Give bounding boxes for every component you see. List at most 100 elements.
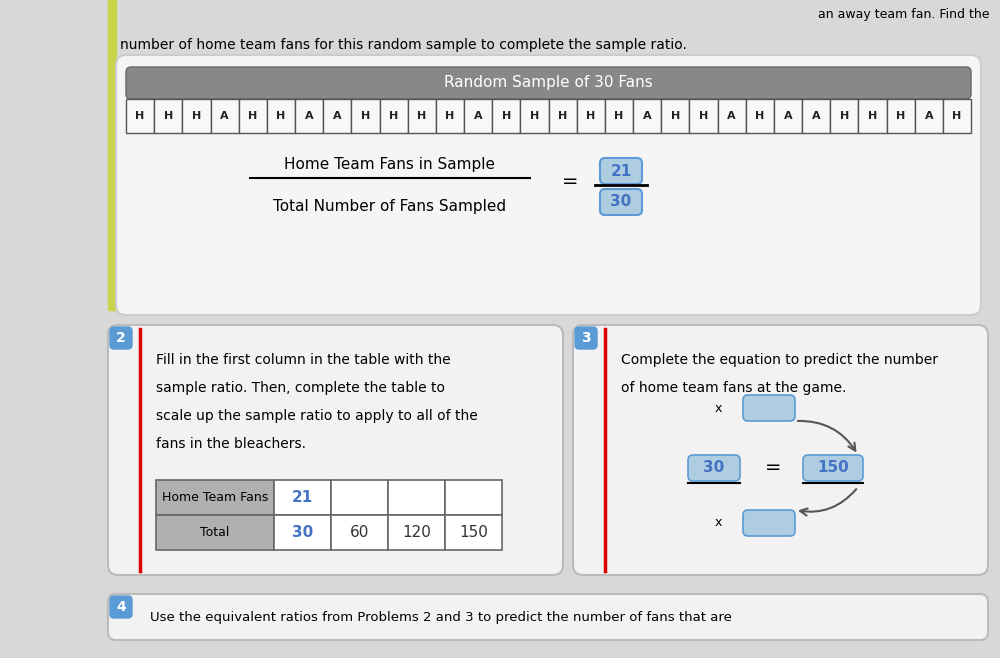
- Bar: [858, 99, 887, 133]
- Bar: [380, 99, 408, 133]
- Bar: [388, 515, 445, 550]
- Bar: [887, 99, 915, 133]
- Text: x: x: [714, 401, 722, 415]
- Bar: [436, 99, 464, 133]
- Bar: [633, 99, 661, 133]
- Text: H: H: [840, 111, 849, 121]
- FancyBboxPatch shape: [575, 327, 597, 349]
- FancyBboxPatch shape: [803, 455, 863, 481]
- Text: x: x: [714, 517, 722, 530]
- Text: 120: 120: [402, 525, 431, 540]
- Text: H: H: [276, 111, 286, 121]
- Bar: [108, 0, 116, 310]
- Text: Complete the equation to predict the number: Complete the equation to predict the num…: [621, 353, 938, 367]
- Text: A: A: [305, 111, 313, 121]
- FancyBboxPatch shape: [116, 55, 981, 315]
- Text: 30: 30: [292, 525, 313, 540]
- Bar: [464, 99, 492, 133]
- Bar: [605, 99, 633, 133]
- Text: =: =: [562, 172, 578, 191]
- Text: H: H: [614, 111, 624, 121]
- Text: H: H: [445, 111, 455, 121]
- Text: H: H: [671, 111, 680, 121]
- FancyBboxPatch shape: [110, 596, 132, 618]
- Text: 30: 30: [703, 461, 725, 476]
- Text: H: H: [755, 111, 764, 121]
- Text: of home team fans at the game.: of home team fans at the game.: [621, 381, 846, 395]
- Text: H: H: [361, 111, 370, 121]
- FancyBboxPatch shape: [573, 325, 988, 575]
- Text: H: H: [558, 111, 567, 121]
- Text: Random Sample of 30 Fans: Random Sample of 30 Fans: [444, 76, 653, 91]
- Text: 150: 150: [459, 525, 488, 540]
- Text: H: H: [586, 111, 595, 121]
- Bar: [577, 99, 605, 133]
- FancyBboxPatch shape: [108, 325, 563, 575]
- Text: H: H: [502, 111, 511, 121]
- Text: Home Team Fans in Sample: Home Team Fans in Sample: [285, 157, 496, 172]
- Bar: [210, 99, 239, 133]
- Text: H: H: [135, 111, 145, 121]
- Text: H: H: [868, 111, 877, 121]
- Bar: [445, 515, 502, 550]
- Bar: [689, 99, 718, 133]
- Bar: [548, 99, 577, 133]
- Text: H: H: [389, 111, 398, 121]
- Text: A: A: [924, 111, 933, 121]
- Text: H: H: [248, 111, 257, 121]
- Text: A: A: [727, 111, 736, 121]
- FancyArrowPatch shape: [798, 421, 855, 451]
- Text: Fill in the first column in the table with the: Fill in the first column in the table wi…: [156, 353, 451, 367]
- Text: 60: 60: [350, 525, 369, 540]
- Text: Use the equivalent ratios from Problems 2 and 3 to predict the number of fans th: Use the equivalent ratios from Problems …: [150, 611, 732, 624]
- FancyBboxPatch shape: [110, 327, 132, 349]
- Bar: [323, 99, 351, 133]
- Text: 30: 30: [610, 195, 632, 209]
- Bar: [802, 99, 830, 133]
- Text: A: A: [784, 111, 792, 121]
- Bar: [331, 480, 388, 515]
- Text: Total Number of Fans Sampled: Total Number of Fans Sampled: [273, 199, 507, 215]
- FancyBboxPatch shape: [600, 158, 642, 184]
- Bar: [830, 99, 858, 133]
- Text: 150: 150: [817, 461, 849, 476]
- Bar: [915, 99, 943, 133]
- Text: scale up the sample ratio to apply to all of the: scale up the sample ratio to apply to al…: [156, 409, 478, 423]
- Bar: [746, 99, 774, 133]
- Text: an away team fan. Find the: an away team fan. Find the: [818, 8, 990, 21]
- FancyBboxPatch shape: [156, 480, 274, 515]
- Text: H: H: [699, 111, 708, 121]
- Text: 2: 2: [116, 331, 126, 345]
- FancyBboxPatch shape: [688, 455, 740, 481]
- FancyBboxPatch shape: [600, 189, 642, 215]
- Bar: [661, 99, 689, 133]
- Bar: [182, 99, 210, 133]
- Text: H: H: [896, 111, 905, 121]
- Bar: [267, 99, 295, 133]
- FancyBboxPatch shape: [156, 515, 274, 550]
- Text: H: H: [164, 111, 173, 121]
- Text: 21: 21: [610, 163, 632, 178]
- Text: H: H: [192, 111, 201, 121]
- Text: Total: Total: [200, 526, 230, 539]
- Text: 21: 21: [292, 490, 313, 505]
- Bar: [239, 99, 267, 133]
- FancyArrowPatch shape: [800, 489, 856, 516]
- Text: 3: 3: [581, 331, 591, 345]
- Bar: [274, 480, 331, 515]
- FancyBboxPatch shape: [126, 67, 971, 99]
- Text: Home Team Fans: Home Team Fans: [162, 491, 268, 504]
- Text: H: H: [417, 111, 426, 121]
- Text: A: A: [812, 111, 820, 121]
- Bar: [774, 99, 802, 133]
- FancyBboxPatch shape: [743, 395, 795, 421]
- Bar: [943, 99, 971, 133]
- Bar: [520, 99, 548, 133]
- Text: fans in the bleachers.: fans in the bleachers.: [156, 437, 306, 451]
- Bar: [274, 515, 331, 550]
- Text: number of home team fans for this random sample to complete the sample ratio.: number of home team fans for this random…: [120, 38, 687, 52]
- Bar: [295, 99, 323, 133]
- Text: H: H: [952, 111, 962, 121]
- Text: =: =: [765, 459, 781, 478]
- FancyBboxPatch shape: [108, 594, 988, 640]
